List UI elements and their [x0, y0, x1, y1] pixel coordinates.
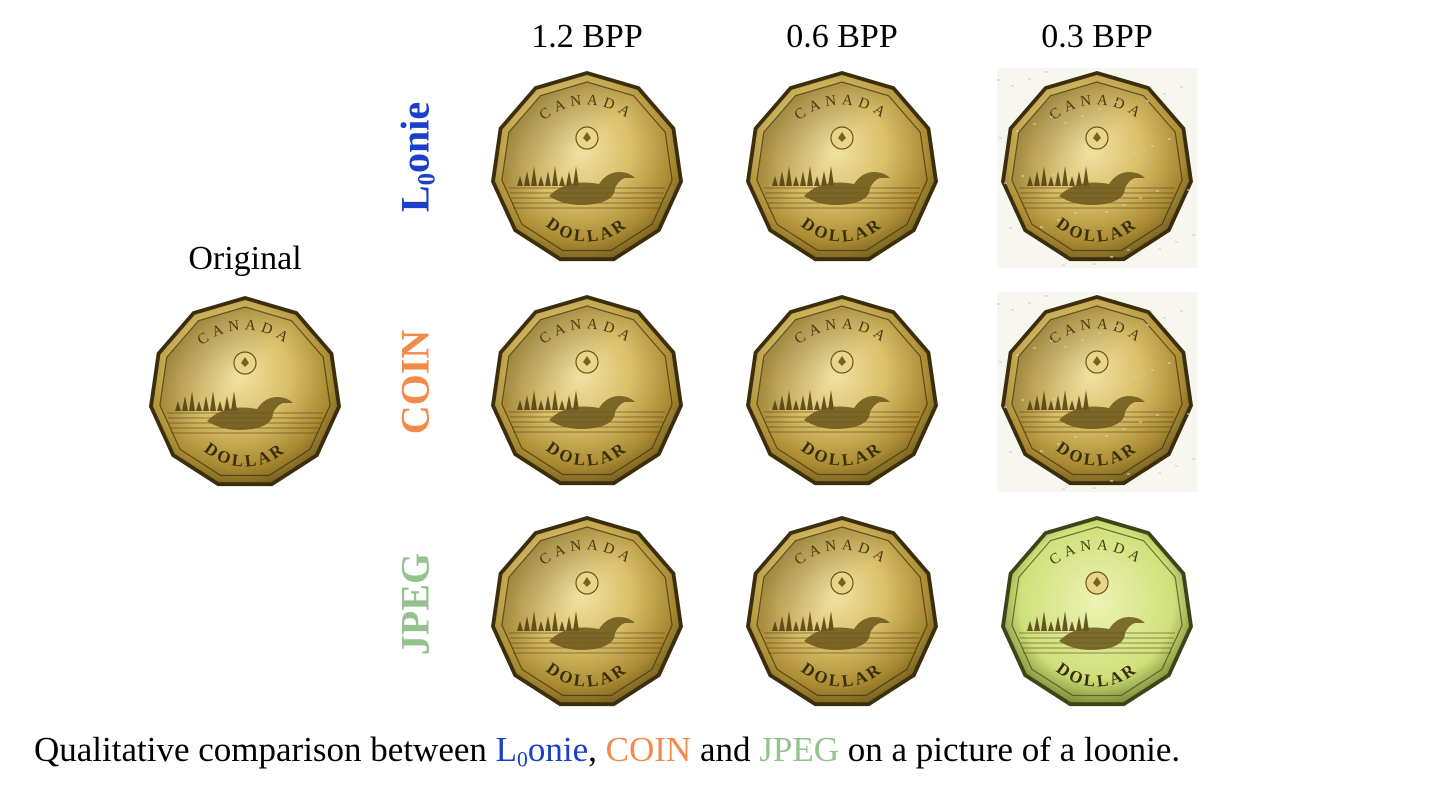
caption-l0onie-rest: onie: [527, 730, 589, 769]
caption-part1: Qualitative comparison between: [34, 730, 496, 769]
row-label-coin: COIN: [392, 329, 438, 435]
caption-jpeg: JPEG: [759, 730, 840, 769]
row-label-l0onie: L0onie: [392, 101, 441, 213]
column-header-2: 0.6 BPP: [786, 18, 898, 55]
caption-part2: on a picture of a loonie.: [839, 730, 1181, 769]
caption-sep1: ,: [588, 730, 606, 769]
caption-l0onie-main: L: [495, 730, 518, 769]
row-label-l0onie-sub: 0: [413, 173, 441, 186]
original-label: Original: [188, 240, 302, 277]
figure-caption: Qualitative comparison between L0onie, C…: [34, 730, 1434, 770]
row-label-l0onie-rest: onie: [392, 101, 438, 174]
caption-l0onie-sub: 0: [517, 747, 528, 772]
column-header-1: 1.2 BPP: [531, 18, 643, 55]
caption-l0onie: L0onie: [495, 730, 589, 772]
row-label-l0onie-main: L: [392, 185, 438, 213]
caption-sep2: and: [691, 730, 760, 769]
caption-coin: COIN: [605, 730, 692, 769]
column-header-3: 0.3 BPP: [1041, 18, 1153, 55]
row-label-jpeg: JPEG: [392, 552, 438, 656]
